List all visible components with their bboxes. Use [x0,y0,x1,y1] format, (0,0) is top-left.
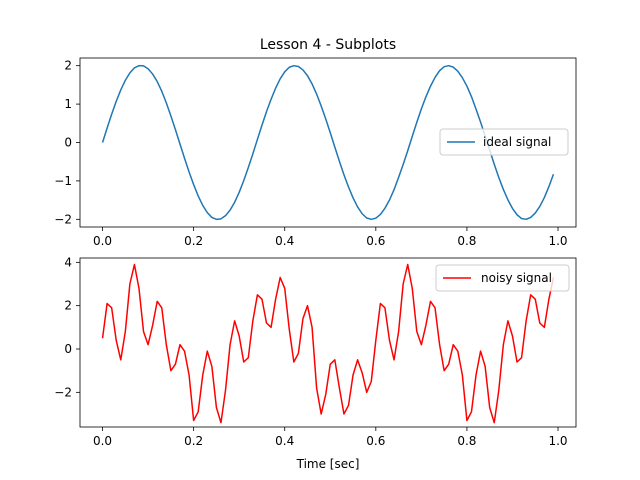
y-tick-label: −2 [54,385,72,399]
x-tick-label: 0.6 [366,434,385,448]
legend-label-noisy-signal: noisy signal [481,271,552,285]
axes-frame [79,57,577,228]
x-tick-label: 0.4 [275,234,294,248]
x-tick-label: 1.0 [548,434,567,448]
y-tick-label: 2 [64,59,72,73]
legend-box [435,264,570,292]
line-layer [101,64,555,221]
y-tick-label: 4 [64,255,72,269]
x-tick-label: 0.4 [275,434,294,448]
legend-label-ideal-signal: ideal signal [483,135,551,149]
subplot-noisy: 0.0 0.2 0.4 0.6 0.8 1.0 −2 0 2 4 noisy signal Tim… [54,255,577,471]
x-axis-label: Time [sec] [296,457,360,471]
x-tick-label: 0.2 [184,434,203,448]
x-tick-label: 0.0 [93,234,112,248]
legend-box [439,128,569,156]
subplot-ideal: Lesson 4 - Subplots 0.0 0.2 0.4 0.6 0.8 1.0 −2… [54,37,577,248]
series-line-noisy-signal [101,263,555,424]
y-tick-label: 1 [64,97,72,111]
series-line-ideal-signal [101,64,555,221]
y-tick-label: −2 [54,212,72,226]
x-tick-label: 0.6 [366,234,385,248]
x-tick-label: 0.0 [93,434,112,448]
legend: noisy signal [435,264,570,292]
x-tick-label: 0.2 [184,234,203,248]
y-tick-label: −1 [54,174,72,188]
x-tick-label: 1.0 [548,234,567,248]
line-layer [101,263,555,424]
legend: ideal signal [439,128,569,156]
axis-ticks: 0.0 0.2 0.4 0.6 0.8 1.0 −2 −1 0 1 2 [54,59,567,248]
chart-title: Lesson 4 - Subplots [260,37,396,53]
x-tick-label: 0.8 [457,234,476,248]
axis-ticks: 0.0 0.2 0.4 0.6 0.8 1.0 −2 0 2 4 [54,255,567,448]
x-tick-label: 0.8 [457,434,476,448]
y-tick-label: 0 [64,342,72,356]
axes-frame [79,257,577,428]
y-tick-label: 2 [64,299,72,313]
y-tick-label: 0 [64,136,72,150]
